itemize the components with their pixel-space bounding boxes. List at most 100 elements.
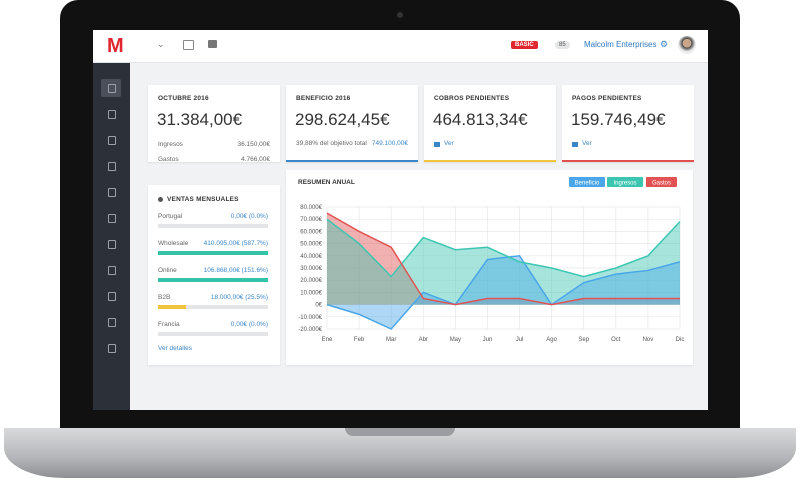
card-link[interactable]: Ver <box>582 140 592 147</box>
x-tick-label: Nov <box>643 337 654 343</box>
icon-button[interactable] <box>208 40 217 48</box>
details-link[interactable]: Ver detalles <box>158 345 192 352</box>
progress-track <box>158 305 268 309</box>
sidebar-glyph[interactable] <box>108 110 116 119</box>
sales-value: 410.095,00€ (587.7%) <box>203 240 268 247</box>
link-icon[interactable] <box>434 142 440 147</box>
area <box>327 219 680 305</box>
x-tick-label: May <box>450 337 461 343</box>
summary-card: OCTUBRE 2016 31.384,00€ Ingresos 36.150,00€… <box>148 85 280 163</box>
settings-icon[interactable]: ⚙ <box>660 39 669 49</box>
card-value: 159.746,49€ <box>571 110 666 129</box>
sales-name: Wholesale <box>158 240 189 247</box>
company-name[interactable]: Malcolm Enterprises <box>584 40 657 49</box>
progress-track <box>158 278 268 282</box>
progress-track <box>158 332 268 336</box>
sidebar-glyph[interactable] <box>108 84 116 93</box>
y-tick-label: 50.000€ <box>300 242 322 248</box>
sales-name: B2B <box>158 294 171 301</box>
sidebar-glyph[interactable] <box>108 162 116 171</box>
y-tick-label: 30.000€ <box>300 266 322 272</box>
sales-value: 0,00€ (0.0%) <box>230 213 268 220</box>
screen: M ⌄ BASIC 85 Malcolm Enterprises ⚙ OCTUB… <box>93 30 708 410</box>
y-tick-label: -20.000€ <box>298 327 322 333</box>
card-value: 31.384,00€ <box>157 110 243 129</box>
y-tick-label: 80.000€ <box>300 205 322 211</box>
card-icon <box>158 197 163 202</box>
sidebar-glyph[interactable] <box>108 240 116 249</box>
avatar[interactable] <box>678 36 696 54</box>
link-icon[interactable] <box>572 142 578 147</box>
x-tick-label: Jul <box>516 337 524 343</box>
row-label: Ingresos <box>158 141 183 148</box>
y-tick-label: 20.000€ <box>300 278 322 284</box>
line <box>326 218 681 278</box>
sidebar-glyph[interactable] <box>108 188 116 197</box>
y-tick-label: -10.000€ <box>298 315 322 321</box>
legend-label: Ingresos <box>613 181 636 187</box>
card-title: BENEFICIO 2016 <box>296 95 351 102</box>
progress-track <box>158 251 268 255</box>
progress-track <box>158 224 268 228</box>
laptop-notch <box>345 428 455 436</box>
sidebar-glyph[interactable] <box>108 344 116 353</box>
sidebar-icon[interactable] <box>101 79 121 97</box>
y-tick-label: 40.000€ <box>300 254 322 260</box>
sales-value: 106.868,00€ (151.6%) <box>203 267 268 274</box>
sidebar-glyph[interactable] <box>108 292 116 301</box>
sidebar-glyph[interactable] <box>108 266 116 275</box>
row-label: 39,88% del objetivo total <box>296 140 367 147</box>
x-tick-label: Feb <box>354 337 365 343</box>
progress-bar <box>158 251 268 255</box>
row-label: Gastos <box>158 156 179 163</box>
card-title: COBROS PENDIENTES <box>434 95 510 102</box>
card-title: OCTUBRE 2016 <box>158 95 209 102</box>
logo[interactable]: M <box>107 35 124 57</box>
progress-bar <box>158 278 268 282</box>
card-value: 464.813,34€ <box>433 110 528 129</box>
sidebar-glyph[interactable] <box>108 214 116 223</box>
sales-name: Online <box>158 267 177 274</box>
sidebar-glyph[interactable] <box>108 318 116 327</box>
summary-card: PAGOS PENDIENTES 159.746,49€ Ver <box>562 85 694 162</box>
summary-card: BENEFICIO 2016 298.624,45€ 39,88% del obje… <box>286 85 418 162</box>
y-tick-label: 60.000€ <box>300 229 322 235</box>
top-bar: M ⌄ BASIC 85 Malcolm Enterprises ⚙ <box>93 30 708 63</box>
line <box>326 255 681 330</box>
legend-label: Beneficio <box>575 181 600 187</box>
sales-name: Portugal <box>158 213 183 220</box>
sales-name: Francia <box>158 321 180 328</box>
x-tick-label: Sep <box>578 337 589 343</box>
x-tick-label: Jun <box>483 337 493 343</box>
x-tick-label: Dic <box>676 337 685 343</box>
sales-value: 0,00€ (0.0%) <box>230 321 268 328</box>
row-value: 4.766,00€ <box>241 156 270 163</box>
area <box>327 255 680 329</box>
row-value: 36.150,00€ <box>237 141 270 148</box>
chart-title: RESUMEN ANUAL <box>298 179 355 186</box>
menu-toggle[interactable]: ⌄ <box>157 39 165 49</box>
summary-card: COBROS PENDIENTES 464.813,34€ Ver <box>424 85 556 162</box>
legend-swatch <box>607 177 643 187</box>
sidebar-glyph[interactable] <box>108 136 116 145</box>
x-tick-label: Abr <box>419 337 428 343</box>
x-tick-label: Oct <box>611 337 621 343</box>
x-tick-label: Ene <box>322 337 333 343</box>
line <box>326 212 680 306</box>
sales-value: 18.000,00€ (25.5%) <box>210 294 268 301</box>
x-tick-label: Ago <box>546 337 557 343</box>
y-tick-label: 0€ <box>315 303 322 309</box>
progress-bar <box>158 305 187 309</box>
row-value: 749.100,00€ <box>371 140 408 147</box>
legend-label: Gastos <box>652 181 671 187</box>
y-tick-label: 10.000€ <box>300 290 322 296</box>
notifications[interactable]: 85 <box>555 41 570 49</box>
sidebar <box>93 63 130 410</box>
icon-button[interactable] <box>183 40 194 50</box>
chart: RESUMEN ANUAL Beneficio Ingresos Gastos -20.… <box>298 177 685 343</box>
card-link[interactable]: Ver <box>444 140 454 147</box>
card-title: VENTAS MENSUALES <box>167 196 239 203</box>
webcam <box>397 12 403 18</box>
card-title: PAGOS PENDIENTES <box>572 95 642 102</box>
